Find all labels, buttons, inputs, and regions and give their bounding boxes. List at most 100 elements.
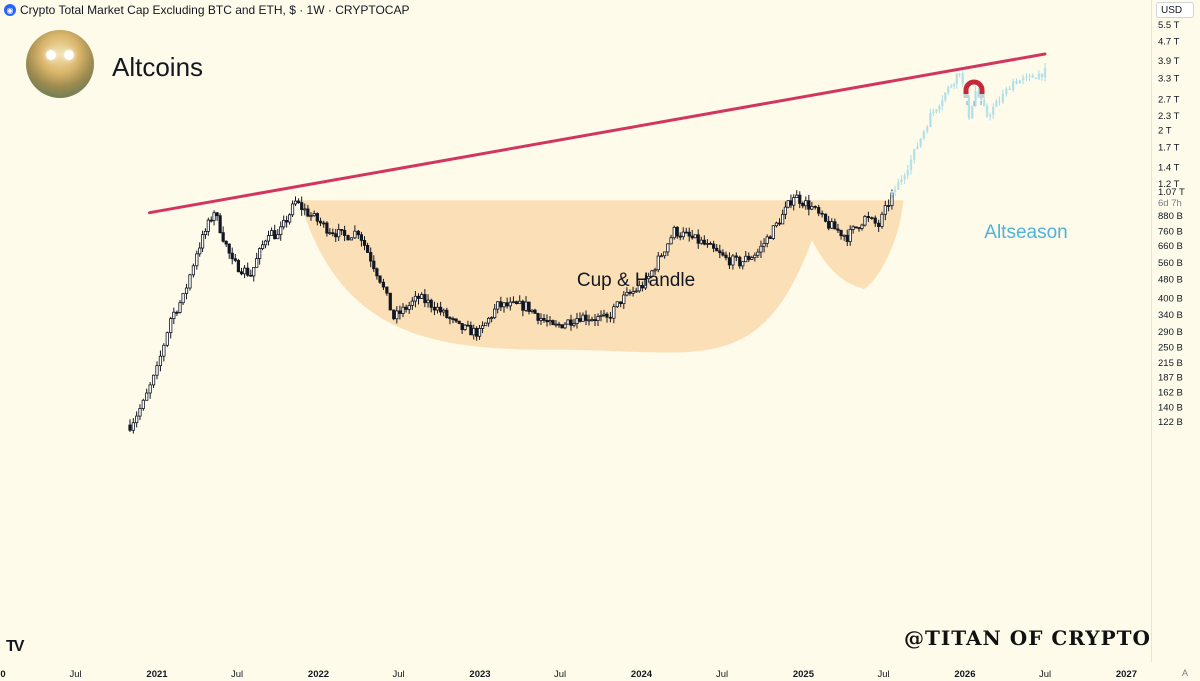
candle-body — [738, 256, 742, 267]
candle-body — [590, 319, 594, 321]
brand-name: Altcoins — [112, 52, 204, 82]
projection-body — [1034, 77, 1037, 80]
projection-body — [992, 106, 995, 115]
candle-body — [359, 234, 364, 241]
candle-body — [789, 200, 793, 206]
candle-body — [612, 306, 616, 319]
x-tick-label: 2027 — [1116, 669, 1137, 680]
candle-body — [548, 320, 552, 323]
altseason-projection — [890, 63, 1047, 198]
y-tick-label: 560 B — [1158, 258, 1183, 269]
candle-body — [866, 216, 870, 219]
candle-body — [315, 213, 319, 222]
candle-body — [857, 227, 861, 230]
candle-body — [435, 306, 440, 311]
candle-body — [563, 323, 567, 329]
candle-body — [781, 213, 785, 225]
projection-body — [1001, 93, 1005, 103]
candle-body — [705, 242, 710, 245]
candle-body — [727, 257, 732, 266]
candle-body — [128, 424, 132, 431]
projection-body — [995, 101, 998, 107]
candle-body — [817, 207, 821, 214]
candle-body — [650, 270, 654, 277]
candle-body — [750, 257, 754, 260]
candle-body — [172, 311, 176, 319]
candle-body — [783, 206, 788, 215]
candle-body — [854, 226, 858, 229]
candle-body — [395, 310, 399, 320]
candle-body — [734, 255, 738, 258]
candle-body — [795, 194, 799, 198]
candle-body — [666, 243, 670, 253]
candle-body — [810, 206, 814, 210]
projection-body — [1028, 75, 1031, 77]
candle-body — [499, 301, 503, 308]
candle-body — [702, 239, 706, 245]
candle-body — [634, 290, 638, 293]
candle-body — [608, 316, 613, 319]
candle-body — [378, 275, 382, 283]
projection-body — [958, 73, 961, 75]
x-tick-label: 2023 — [469, 669, 490, 680]
candle-body — [404, 306, 408, 310]
projection-body — [985, 105, 989, 117]
candle-body — [477, 327, 482, 337]
candle-body — [877, 222, 881, 227]
candle-body — [273, 230, 277, 240]
candle-body — [388, 292, 392, 311]
y-tick-label: 162 B — [1158, 388, 1183, 399]
candle-body — [227, 243, 231, 254]
projection-body — [935, 109, 938, 112]
candle-body — [693, 234, 697, 239]
x-tick-label: Jul — [716, 669, 728, 680]
candle-body — [747, 255, 751, 260]
candle-body — [203, 230, 208, 236]
projection-body — [980, 97, 983, 100]
candle-body — [340, 229, 344, 231]
candle-body — [413, 295, 418, 302]
x-tick-label: Jul — [554, 669, 566, 680]
y-axis: 6.5 T5.5 T4.7 T3.9 T3.3 T2.7 T2.3 T2 T1.… — [1158, 3, 1185, 428]
chart-header: ◉ Crypto Total Market Cap Excluding BTC … — [4, 2, 409, 18]
candle-body — [842, 234, 846, 237]
currency-button[interactable]: USD — [1156, 2, 1194, 18]
magnet-pole-left — [963, 94, 969, 98]
candle-series — [128, 189, 894, 434]
candle-body — [605, 313, 609, 318]
candle-body — [249, 274, 253, 277]
projection-body — [929, 112, 932, 127]
candle-body — [584, 314, 588, 321]
y-tick-label: 880 B — [1158, 211, 1183, 222]
y-tick-label: 1.4 T — [1158, 163, 1180, 174]
current-price-label: 1.07 T — [1158, 187, 1185, 198]
auto-scale-button[interactable]: A — [1181, 668, 1188, 678]
candle-body — [169, 318, 173, 334]
candle-body — [539, 318, 543, 321]
projection-body — [916, 146, 919, 150]
candle-body — [566, 319, 570, 325]
candle-body — [407, 304, 411, 310]
candle-body — [181, 293, 185, 304]
projection-body — [1031, 75, 1034, 78]
x-tick-label: 2025 — [793, 669, 815, 680]
left-eye-icon — [46, 50, 56, 60]
candle-body — [542, 318, 546, 321]
candle-body — [762, 242, 766, 247]
y-tick-label: 140 B — [1158, 403, 1183, 414]
y-tick-label: 187 B — [1158, 373, 1183, 384]
projection-body — [967, 96, 971, 119]
candle-body — [188, 274, 192, 289]
y-tick-label: 122 B — [1158, 417, 1183, 428]
right-eye-icon — [64, 50, 74, 60]
candle-body — [209, 219, 213, 222]
candle-body — [158, 355, 163, 367]
candle-body — [833, 221, 837, 230]
projection-body — [982, 99, 986, 106]
candle-body — [337, 229, 341, 238]
candle-body — [457, 320, 461, 324]
x-axis: 2020 Jul 2021 Jul 2022 Jul 2023 Jul 2024 Jul 2025 J… — [0, 669, 1137, 680]
candle-body — [366, 244, 370, 253]
projection-body — [977, 91, 980, 98]
